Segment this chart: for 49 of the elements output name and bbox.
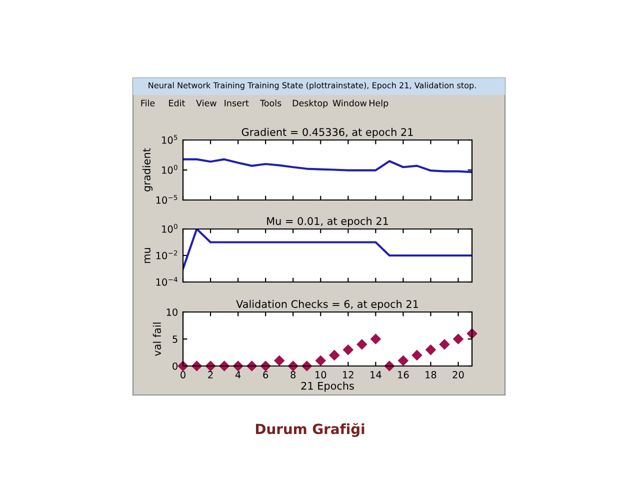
line-series [183, 158, 472, 174]
point [370, 334, 381, 344]
x-tick-label: 16 [398, 371, 409, 378]
y-tick-label: 5 [172, 336, 178, 343]
x-tick-label: 2 [208, 371, 213, 378]
point [398, 355, 408, 366]
x-tick-label: 0 [180, 371, 186, 378]
y-tick-label: 10$^{−2}$ [156, 250, 178, 260]
point [316, 355, 326, 366]
point [343, 344, 354, 355]
x-tick-label: 18 [426, 371, 436, 378]
y-axis-title: val fail [152, 322, 161, 356]
text: Desktop [292, 100, 328, 108]
text: Window [332, 100, 367, 106]
x-axis-title: 21 Epochs [301, 382, 354, 392]
point [356, 339, 368, 350]
chart-title: Mu = 0.01, at epoch 21 [267, 216, 388, 227]
text: File [141, 100, 155, 106]
text: Tools [260, 100, 282, 106]
text: View [196, 100, 216, 106]
point [453, 334, 464, 344]
text: Edit [169, 100, 185, 106]
point [439, 339, 450, 350]
y-tick-label: 10$^{−5}$ [156, 194, 178, 204]
y-tick-label: 10$^{−4}$ [156, 276, 178, 286]
chart-title: Gradient = 0.45336, at epoch 21 [242, 128, 413, 138]
y-tick-label: 0 [172, 362, 178, 370]
x-tick-label: 8 [290, 371, 296, 378]
text: Insert [224, 100, 249, 106]
x-tick-label: 6 [263, 371, 268, 378]
text: Durum Grafiği [256, 423, 364, 437]
y-axis-title: gradient [142, 148, 153, 192]
x-tick-label: 4 [235, 371, 241, 378]
y-tick-label: 10 [166, 308, 178, 316]
point [412, 350, 422, 360]
y-axis-title: mu [144, 248, 150, 263]
point [426, 344, 436, 355]
y-tick-label: 10$^{0}$ [162, 224, 178, 233]
chart-title: Validation Checks = 6, at epoch 21 [236, 300, 418, 310]
y-tick-label: 10$^{5}$ [162, 134, 178, 144]
text: Help [370, 100, 388, 108]
x-tick-label: 12 [343, 371, 354, 378]
point [274, 355, 284, 366]
text: Neural Network Training Training State (plottrainstate), Epoch 21, Validation stop. [148, 82, 476, 90]
point [329, 350, 340, 360]
y-tick-label: 10$^{0}$ [162, 164, 178, 174]
x-tick-label: 14 [370, 371, 382, 378]
x-tick-label: 10 [316, 371, 326, 378]
x-tick-label: 20 [452, 371, 464, 378]
